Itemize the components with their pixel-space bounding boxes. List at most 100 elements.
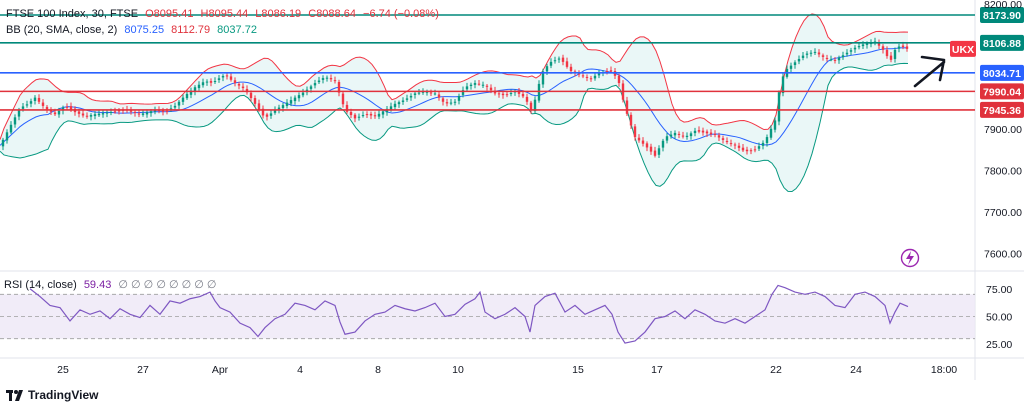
time-tick-label: 4 bbox=[297, 364, 303, 376]
price-tick-label: 7800.00 bbox=[984, 165, 1022, 177]
candle-body bbox=[757, 146, 761, 149]
tradingview-name: TradingView bbox=[28, 388, 99, 402]
candle-body bbox=[625, 100, 629, 114]
candle-body bbox=[413, 93, 417, 95]
candle-body bbox=[589, 78, 593, 80]
candle-body bbox=[337, 82, 341, 93]
candle-body bbox=[565, 61, 569, 67]
level-price-label: 8034.71 bbox=[983, 68, 1021, 80]
candle-body bbox=[329, 78, 333, 80]
candle-body bbox=[113, 111, 117, 113]
candle-body bbox=[401, 100, 405, 102]
candle-body bbox=[713, 133, 717, 135]
tradingview-icon bbox=[6, 389, 23, 401]
candle-body bbox=[429, 92, 433, 94]
candle-body bbox=[541, 71, 545, 85]
candle-body bbox=[729, 143, 733, 145]
level-price-tag bbox=[980, 83, 1024, 100]
candle-body bbox=[233, 80, 237, 84]
candle-body bbox=[769, 128, 773, 138]
bb-legend: BB (20, SMA, close, 2) 8075.25 8112.79 8… bbox=[6, 23, 257, 37]
candle-body bbox=[193, 87, 197, 92]
candle-body bbox=[321, 78, 325, 80]
candle-body bbox=[753, 149, 757, 151]
candle-body bbox=[857, 46, 861, 48]
candle-body bbox=[577, 73, 581, 75]
candle-body bbox=[721, 138, 725, 140]
candle-body bbox=[277, 107, 281, 110]
lightning-circle bbox=[900, 248, 920, 268]
candle-body bbox=[309, 86, 313, 89]
candle-body bbox=[457, 95, 461, 101]
candle-body bbox=[285, 102, 289, 106]
candle-body bbox=[657, 148, 661, 155]
candle-body bbox=[333, 80, 337, 82]
candle-body bbox=[269, 113, 273, 116]
candle-body bbox=[849, 50, 853, 52]
candle-body bbox=[813, 51, 817, 53]
candle-body bbox=[701, 130, 705, 133]
candle-body bbox=[481, 84, 485, 86]
candle-body bbox=[673, 132, 677, 136]
candle-body bbox=[45, 106, 49, 110]
candle-body bbox=[489, 87, 493, 91]
candle-body bbox=[521, 93, 525, 97]
candle-body bbox=[61, 107, 65, 111]
candle-body bbox=[449, 102, 453, 104]
candle-body bbox=[265, 114, 269, 117]
level-price-tag bbox=[980, 64, 1024, 81]
candle-body bbox=[681, 135, 685, 137]
time-tick-label: 22 bbox=[770, 364, 782, 376]
price-tick-label: 8200.00 bbox=[984, 0, 1022, 11]
candle-body bbox=[881, 46, 885, 50]
rsi-label[interactable]: RSI (14, close) bbox=[4, 279, 77, 291]
candle-body bbox=[789, 65, 793, 69]
change-value: −6.74 (−0.08%) bbox=[363, 8, 439, 20]
candle-body bbox=[365, 114, 369, 116]
rsi-tick-label: 50.00 bbox=[986, 312, 1012, 324]
candle-body bbox=[273, 110, 277, 113]
candle-body bbox=[257, 103, 261, 110]
candle-body bbox=[629, 114, 633, 126]
tradingview-logo[interactable]: TradingView bbox=[6, 388, 98, 402]
rsi-value: 59.43 bbox=[83, 279, 112, 291]
candle-body bbox=[477, 83, 481, 85]
candle-body bbox=[29, 101, 33, 104]
candle-body bbox=[417, 92, 421, 94]
candle-body bbox=[465, 86, 469, 90]
candle-body bbox=[809, 52, 813, 54]
candle-body bbox=[549, 61, 553, 66]
candle-body bbox=[1, 139, 5, 147]
candle-body bbox=[325, 77, 329, 79]
candle-body bbox=[89, 115, 93, 117]
high-value: H8095.44 bbox=[200, 8, 249, 20]
candle-body bbox=[53, 112, 57, 115]
candle-body bbox=[177, 101, 181, 106]
candle-body bbox=[877, 42, 881, 46]
candle-body bbox=[85, 115, 89, 117]
candle-body bbox=[677, 133, 681, 135]
candle-body bbox=[153, 110, 157, 112]
symbol-label[interactable]: FTSE 100 Index, 30, FTSE bbox=[6, 8, 139, 20]
candle-body bbox=[101, 113, 105, 115]
candle-body bbox=[129, 110, 133, 112]
candle-body bbox=[749, 150, 753, 152]
candle-body bbox=[421, 91, 425, 93]
level-price-label: 7945.36 bbox=[983, 105, 1021, 117]
candle-body bbox=[733, 144, 737, 146]
candle-body bbox=[845, 52, 849, 55]
candle-body bbox=[97, 113, 101, 116]
bb-label[interactable]: BB (20, SMA, close, 2) bbox=[6, 24, 118, 36]
candle-body bbox=[373, 115, 377, 117]
candle-body bbox=[41, 102, 45, 106]
candle-body bbox=[405, 98, 409, 100]
candle-body bbox=[765, 137, 769, 144]
candle-body bbox=[149, 111, 153, 114]
candle-body bbox=[897, 46, 901, 49]
candle-body bbox=[617, 75, 621, 84]
candle-body bbox=[501, 93, 505, 96]
price-tick-label: 7700.00 bbox=[984, 207, 1022, 219]
symbol-badge bbox=[950, 40, 976, 57]
level-price-tag bbox=[980, 6, 1024, 23]
